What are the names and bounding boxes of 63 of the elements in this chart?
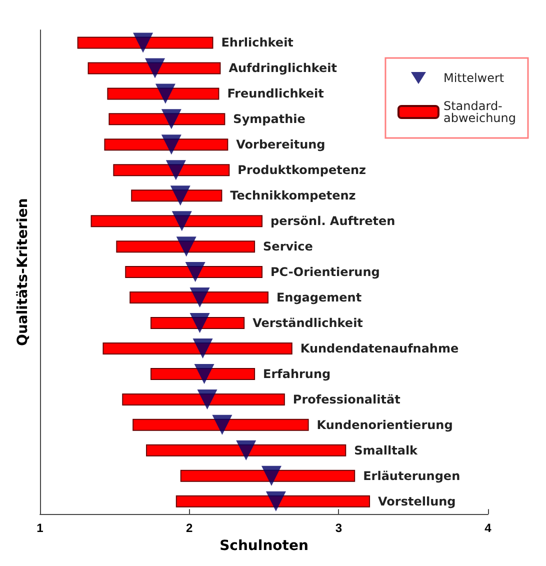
y-tick-label: Vorbereitung bbox=[236, 138, 326, 152]
point bbox=[236, 440, 256, 460]
x-axis-title: Schulnoten bbox=[220, 538, 308, 554]
bar bbox=[150, 368, 256, 380]
y-axis-title: Qualitäts-Kriterien bbox=[15, 198, 31, 346]
y-tick-label: Engagement bbox=[276, 290, 362, 305]
y-tick-label: Verständlichkeit bbox=[252, 316, 364, 330]
y-tick-label: Kundenorientierung bbox=[316, 418, 453, 432]
point bbox=[161, 109, 182, 130]
point bbox=[197, 389, 218, 410]
point bbox=[166, 160, 186, 180]
y-tick-label: Ehrlichkeit bbox=[221, 36, 294, 50]
legend-label: Standard- abweichung bbox=[443, 99, 516, 125]
y-tick-label: Professionalität bbox=[292, 392, 401, 406]
x-tick-label: 1 bbox=[36, 521, 44, 536]
point bbox=[192, 338, 213, 358]
x-tick-label: 3 bbox=[335, 521, 342, 536]
point bbox=[266, 491, 286, 512]
bar bbox=[180, 470, 356, 482]
bar bbox=[130, 292, 268, 304]
x-tick-label: 4 bbox=[484, 521, 492, 536]
point bbox=[170, 186, 190, 206]
y-tick-label: Produktkompetenz bbox=[238, 163, 366, 178]
point bbox=[212, 414, 232, 435]
point bbox=[161, 134, 182, 155]
y-tick-label: persönl. Auftreten bbox=[270, 214, 396, 228]
y-tick-label: Erfahrung bbox=[263, 366, 331, 381]
point bbox=[172, 211, 192, 232]
y-tick-label: Kundendatenaufnahme bbox=[300, 341, 459, 356]
point bbox=[261, 466, 282, 486]
y-tick-label: Erläuterungen bbox=[363, 468, 460, 483]
bar bbox=[90, 215, 263, 228]
bar bbox=[102, 342, 292, 354]
point bbox=[190, 313, 210, 334]
x-tick-label: 2 bbox=[186, 521, 193, 536]
point bbox=[144, 58, 165, 78]
y-tick-label: Vorstellung bbox=[378, 494, 456, 508]
point bbox=[133, 32, 154, 53]
point bbox=[155, 84, 176, 104]
bar bbox=[107, 88, 220, 100]
y-tick-label: Smalltalk bbox=[354, 443, 419, 458]
bar bbox=[122, 393, 285, 406]
y-tick-label: Freundlichkeit bbox=[227, 86, 324, 101]
bar bbox=[176, 495, 370, 508]
bar bbox=[125, 266, 263, 278]
y-tick-label: PC-Orientierung bbox=[270, 265, 380, 280]
legend-label: Mittelwert bbox=[443, 71, 504, 85]
point bbox=[176, 236, 196, 257]
bar bbox=[88, 62, 221, 74]
bar bbox=[104, 138, 228, 151]
point bbox=[190, 288, 210, 308]
y-tick-label: Aufdringlichkeit bbox=[228, 61, 338, 76]
point bbox=[194, 364, 214, 384]
bar bbox=[132, 418, 309, 431]
y-tick-label: Technikkompetenz bbox=[230, 188, 356, 203]
bar bbox=[116, 240, 256, 253]
y-tick-label: Sympathie bbox=[233, 112, 306, 126]
y-tick-label: Service bbox=[263, 240, 313, 254]
bar bbox=[77, 36, 214, 49]
bar bbox=[146, 444, 346, 456]
point bbox=[185, 262, 206, 282]
bar bbox=[108, 113, 226, 126]
bar bbox=[113, 164, 230, 176]
